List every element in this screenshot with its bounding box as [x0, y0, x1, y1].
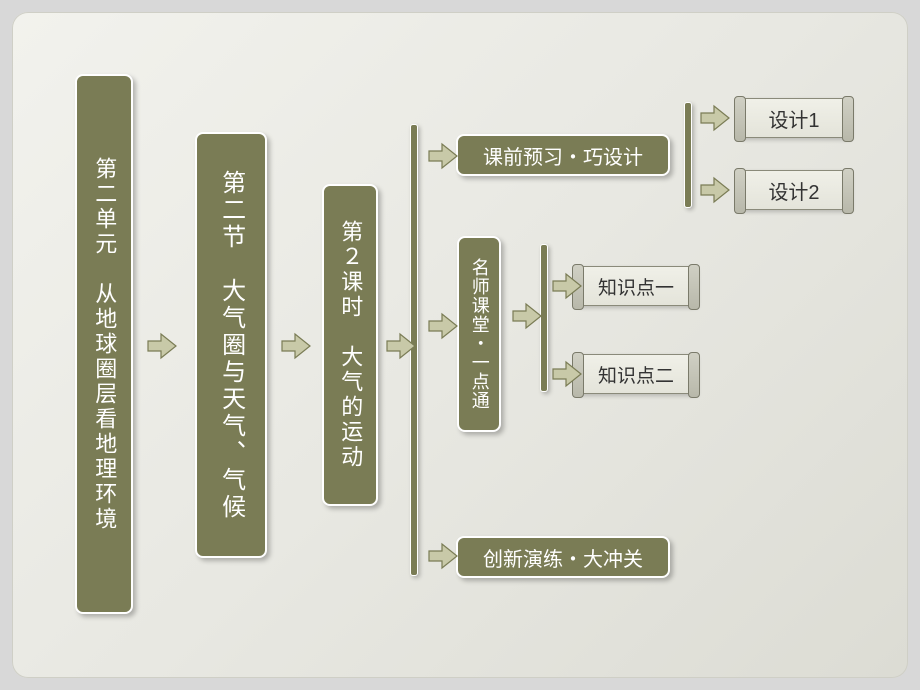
point2-scroll: 知识点二 [576, 354, 696, 394]
design-connector-bar [684, 102, 692, 208]
arrow-unit-section [147, 332, 177, 360]
design2-scroll: 设计2 [738, 170, 850, 210]
arrow-to-design2 [700, 176, 730, 204]
lesson-label: 第２课时 大气的运动 [336, 220, 365, 470]
design1-scroll: 设计1 [738, 98, 850, 138]
diagram-canvas: 第二单元 从地球圈层看地理环境 第二节 大气圈与天气、气候 第２课时 大气的运动… [12, 12, 908, 678]
unit-box: 第二单元 从地球圈层看地理环境 [75, 74, 133, 614]
preview-label: 课前预习・巧设计 [483, 141, 643, 170]
lesson-box: 第２课时 大气的运动 [322, 184, 378, 506]
arrow-to-design1 [700, 104, 730, 132]
arrow-to-preview [428, 142, 458, 170]
arrow-to-point2 [552, 360, 582, 388]
arrow-to-point1 [552, 272, 582, 300]
unit-label: 第二单元 从地球圈层看地理环境 [90, 157, 119, 532]
point1-label: 知识点一 [598, 273, 674, 300]
point2-label: 知识点二 [598, 361, 674, 388]
section-box: 第二节 大气圈与天气、气候 [195, 132, 267, 558]
practice-label: 创新演练・大冲关 [483, 543, 643, 572]
design1-label: 设计1 [768, 104, 819, 133]
design2-label: 设计2 [768, 176, 819, 205]
preview-box: 课前预习・巧设计 [456, 134, 670, 176]
section-label: 第二节 大气圈与天气、气候 [215, 170, 246, 521]
point1-scroll: 知识点一 [576, 266, 696, 306]
practice-box: 创新演练・大冲关 [456, 536, 670, 578]
arrow-section-lesson [281, 332, 311, 360]
arrow-lesson-bar [386, 332, 416, 360]
arrow-mid-bar [512, 302, 542, 330]
mid-label: 名师课堂・一点通 [467, 258, 490, 410]
arrow-to-mid [428, 312, 458, 340]
mid-box: 名师课堂・一点通 [457, 236, 501, 432]
arrow-to-practice [428, 542, 458, 570]
